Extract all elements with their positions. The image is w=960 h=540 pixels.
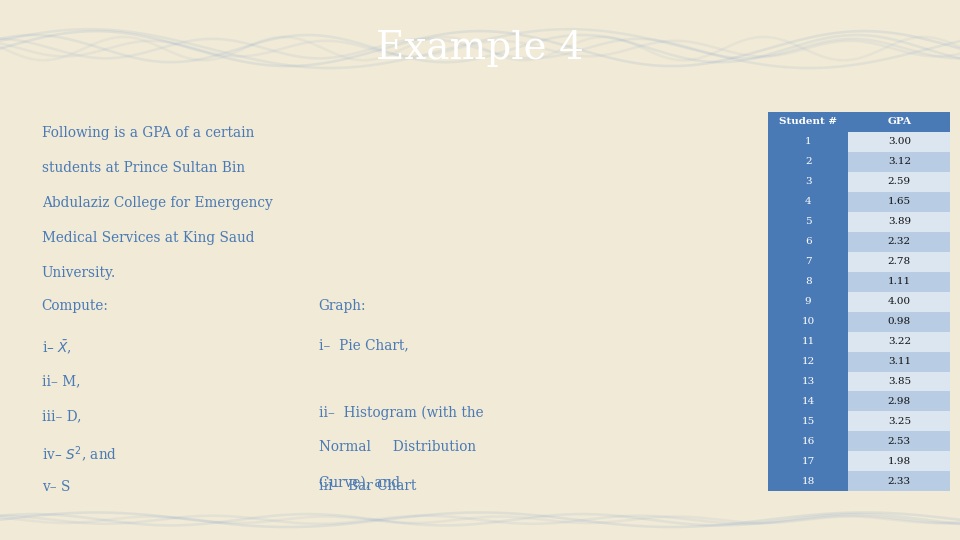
Bar (768, 312, 849, 332)
Text: 3.22: 3.22 (888, 337, 911, 346)
Text: students at Prince Sultan Bin: students at Prince Sultan Bin (41, 161, 245, 175)
Text: 14: 14 (802, 397, 815, 406)
Bar (768, 272, 849, 292)
Text: iii– D,: iii– D, (41, 409, 82, 423)
Bar (768, 471, 849, 491)
Text: 1.11: 1.11 (888, 277, 911, 286)
Bar (849, 411, 950, 431)
Bar (849, 431, 950, 451)
Bar (849, 352, 950, 372)
Bar (849, 192, 950, 212)
Text: 2.98: 2.98 (888, 397, 911, 406)
Bar (849, 232, 950, 252)
Bar (768, 212, 849, 232)
Text: 18: 18 (802, 477, 815, 486)
Text: 1.98: 1.98 (888, 457, 911, 466)
Bar (849, 312, 950, 332)
Bar (768, 392, 849, 411)
Text: 3.12: 3.12 (888, 157, 911, 166)
Text: 3.89: 3.89 (888, 217, 911, 226)
Text: Compute:: Compute: (41, 299, 108, 313)
Text: iii–  Bar Chart: iii– Bar Chart (319, 479, 416, 493)
Bar (768, 372, 849, 392)
Text: 6: 6 (804, 237, 811, 246)
Bar (849, 332, 950, 352)
Bar (768, 132, 849, 152)
Text: University.: University. (41, 266, 116, 280)
Bar (768, 252, 849, 272)
Text: 15: 15 (802, 417, 815, 426)
Text: 1: 1 (804, 137, 811, 146)
Text: 4: 4 (804, 197, 811, 206)
Text: 4.00: 4.00 (888, 297, 911, 306)
Text: Graph:: Graph: (319, 299, 366, 313)
Text: 17: 17 (802, 457, 815, 466)
Text: Following is a GPA of a certain: Following is a GPA of a certain (41, 126, 254, 140)
Text: 8: 8 (804, 277, 811, 286)
Bar (849, 172, 950, 192)
Text: v– S: v– S (41, 480, 70, 494)
Bar (768, 192, 849, 212)
Text: Abdulaziz College for Emergency: Abdulaziz College for Emergency (41, 196, 273, 210)
Bar (768, 112, 849, 132)
Bar (849, 451, 950, 471)
Bar (768, 352, 849, 372)
Text: 11: 11 (802, 337, 815, 346)
Bar (768, 431, 849, 451)
Text: 3.85: 3.85 (888, 377, 911, 386)
Text: 2.78: 2.78 (888, 257, 911, 266)
Bar (768, 411, 849, 431)
Bar (768, 292, 849, 312)
Bar (849, 292, 950, 312)
Text: Normal     Distribution: Normal Distribution (319, 441, 475, 455)
Bar (768, 232, 849, 252)
Bar (849, 392, 950, 411)
Text: 3.11: 3.11 (888, 357, 911, 366)
Text: 16: 16 (802, 437, 815, 446)
Text: 1.65: 1.65 (888, 197, 911, 206)
Text: 10: 10 (802, 317, 815, 326)
Bar (849, 132, 950, 152)
Text: GPA: GPA (887, 117, 911, 126)
Text: 3.00: 3.00 (888, 137, 911, 146)
Text: 0.98: 0.98 (888, 317, 911, 326)
Text: 3.25: 3.25 (888, 417, 911, 426)
Text: 2: 2 (804, 157, 811, 166)
Text: 12: 12 (802, 357, 815, 366)
Bar (849, 252, 950, 272)
Bar (849, 212, 950, 232)
Text: Student #: Student # (780, 117, 837, 126)
Bar (849, 372, 950, 392)
Text: 2.32: 2.32 (888, 237, 911, 246)
Text: 7: 7 (804, 257, 811, 266)
Text: 2.33: 2.33 (888, 477, 911, 486)
Bar (768, 172, 849, 192)
Text: 5: 5 (804, 217, 811, 226)
Bar (849, 471, 950, 491)
Text: Example 4: Example 4 (376, 30, 584, 67)
Text: 3: 3 (804, 177, 811, 186)
Bar (768, 152, 849, 172)
Text: i–  Pie Chart,: i– Pie Chart, (319, 339, 408, 353)
Text: Curve), and: Curve), and (319, 476, 399, 490)
Text: Medical Services at King Saud: Medical Services at King Saud (41, 231, 254, 245)
Text: i– $\bar{X}$,: i– $\bar{X}$, (41, 339, 72, 357)
Text: 13: 13 (802, 377, 815, 386)
Bar (768, 332, 849, 352)
Text: iv– $S^2$, and: iv– $S^2$, and (41, 444, 117, 465)
Bar (849, 272, 950, 292)
Bar (849, 152, 950, 172)
Bar (849, 112, 950, 132)
Bar (768, 451, 849, 471)
Text: 2.53: 2.53 (888, 437, 911, 446)
Text: ii–  Histogram (with the: ii– Histogram (with the (319, 405, 483, 420)
Text: 2.59: 2.59 (888, 177, 911, 186)
Text: ii– M,: ii– M, (41, 374, 81, 388)
Text: 9: 9 (804, 297, 811, 306)
